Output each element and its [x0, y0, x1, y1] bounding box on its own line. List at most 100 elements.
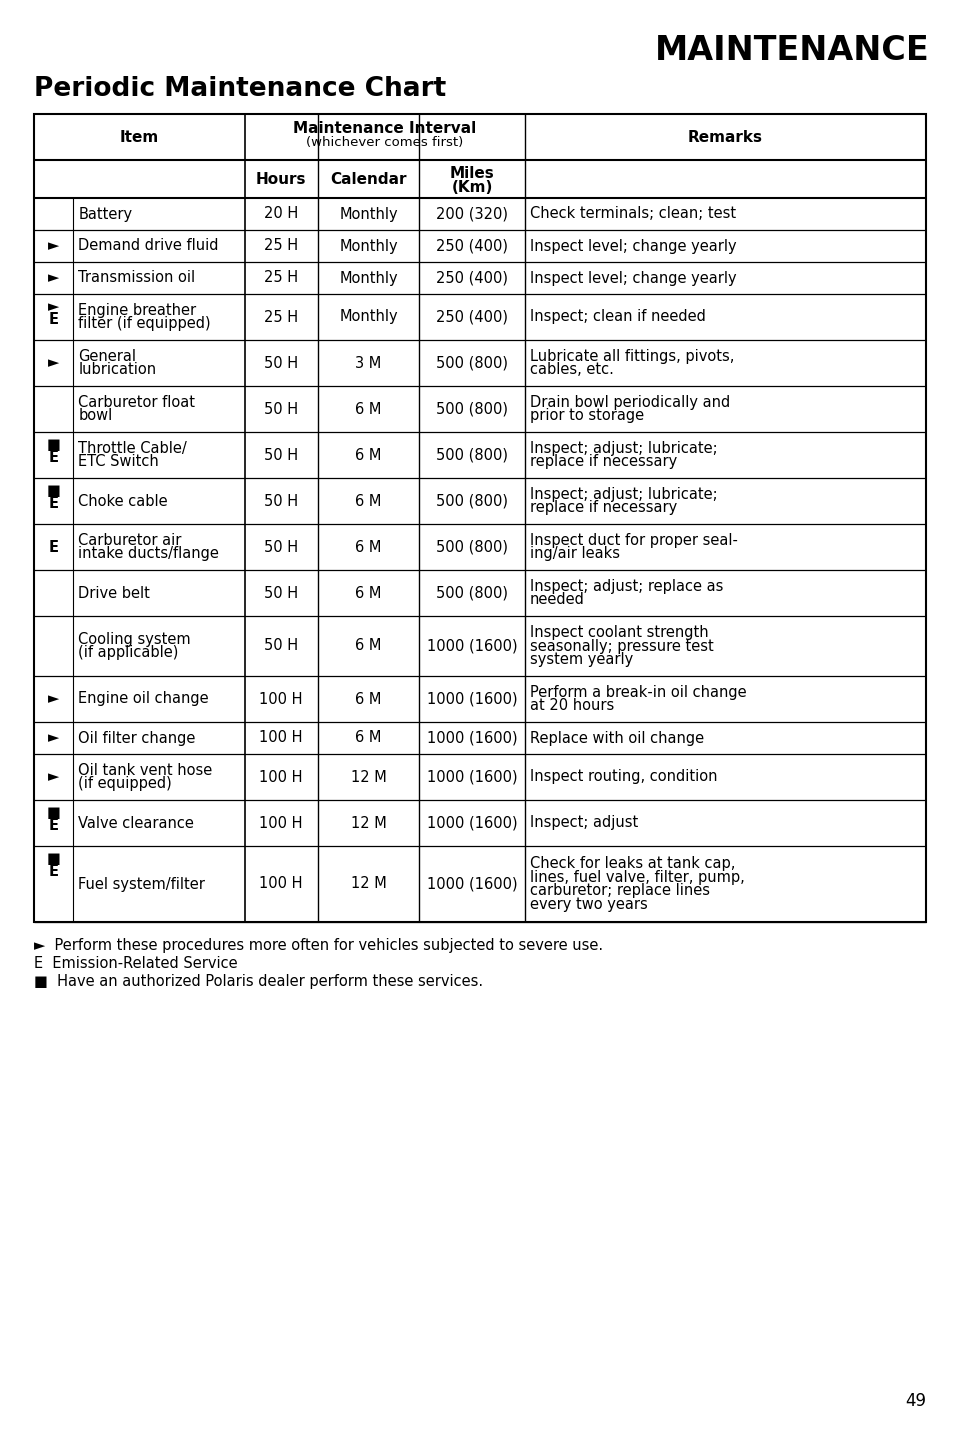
Text: bowl: bowl [78, 409, 112, 423]
Text: Inspect; adjust: Inspect; adjust [529, 816, 638, 830]
Text: Oil filter change: Oil filter change [78, 730, 195, 746]
Text: intake ducts/flange: intake ducts/flange [78, 547, 219, 561]
Text: 50 H: 50 H [264, 493, 298, 509]
Text: 50 H: 50 H [264, 355, 298, 371]
Text: Monthly: Monthly [339, 310, 397, 324]
Text: 1000 (1600): 1000 (1600) [426, 877, 517, 891]
Text: Maintenance Interval: Maintenance Interval [293, 121, 476, 137]
Text: 50 H: 50 H [264, 401, 298, 416]
Text: Miles: Miles [449, 166, 494, 180]
Text: ►  Perform these procedures more often for vehicles subjected to severe use.: ► Perform these procedures more often fo… [34, 938, 602, 952]
Text: Battery: Battery [78, 206, 132, 221]
Text: Engine breather: Engine breather [78, 302, 196, 318]
Text: Perform a break-in oil change: Perform a break-in oil change [529, 685, 745, 699]
Text: Inspect; clean if needed: Inspect; clean if needed [529, 310, 704, 324]
Text: seasonally; pressure test: seasonally; pressure test [529, 638, 713, 653]
Text: ►: ► [48, 300, 59, 314]
Text: ■  Have an authorized Polaris dealer perform these services.: ■ Have an authorized Polaris dealer perf… [34, 974, 482, 989]
Text: Replace with oil change: Replace with oil change [529, 730, 703, 746]
Text: E  Emission-Related Service: E Emission-Related Service [34, 955, 237, 971]
Text: Monthly: Monthly [339, 270, 397, 285]
Text: 6 M: 6 M [355, 586, 381, 601]
Text: E: E [49, 819, 58, 833]
Text: (if applicable): (if applicable) [78, 646, 178, 660]
Text: 50 H: 50 H [264, 448, 298, 462]
Text: ►: ► [48, 355, 59, 371]
Text: Monthly: Monthly [339, 238, 397, 253]
Text: Inspect; adjust; lubricate;: Inspect; adjust; lubricate; [529, 441, 717, 455]
Text: E: E [49, 539, 58, 554]
Text: 25 H: 25 H [264, 270, 298, 285]
Text: 25 H: 25 H [264, 310, 298, 324]
Text: Engine oil change: Engine oil change [78, 692, 209, 707]
Text: Oil tank vent hose: Oil tank vent hose [78, 763, 213, 778]
Text: 250 (400): 250 (400) [436, 310, 507, 324]
Text: ■: ■ [47, 806, 60, 820]
Text: lines, fuel valve, filter, pump,: lines, fuel valve, filter, pump, [529, 869, 743, 884]
Text: 49: 49 [904, 1391, 925, 1410]
Text: Carburetor float: Carburetor float [78, 394, 195, 410]
Text: Lubricate all fittings, pivots,: Lubricate all fittings, pivots, [529, 349, 733, 364]
Text: (Km): (Km) [451, 180, 492, 195]
Text: 1000 (1600): 1000 (1600) [426, 692, 517, 707]
Text: Carburetor air: Carburetor air [78, 532, 181, 548]
Text: 1000 (1600): 1000 (1600) [426, 638, 517, 653]
Text: E: E [49, 864, 58, 880]
Text: prior to storage: prior to storage [529, 409, 643, 423]
Text: Inspect level; change yearly: Inspect level; change yearly [529, 270, 736, 285]
Text: needed: needed [529, 592, 584, 608]
Text: lubrication: lubrication [78, 362, 156, 377]
Text: Calendar: Calendar [330, 172, 406, 186]
Text: ■: ■ [47, 483, 60, 499]
Text: Inspect level; change yearly: Inspect level; change yearly [529, 238, 736, 253]
Text: 500 (800): 500 (800) [436, 539, 507, 554]
Text: Inspect coolant strength: Inspect coolant strength [529, 625, 707, 640]
Text: Inspect duct for proper seal-: Inspect duct for proper seal- [529, 532, 737, 548]
Text: 500 (800): 500 (800) [436, 355, 507, 371]
Text: ►: ► [48, 270, 59, 285]
Text: E: E [49, 449, 58, 465]
Text: 100 H: 100 H [259, 877, 302, 891]
Text: 6 M: 6 M [355, 401, 381, 416]
Text: 1000 (1600): 1000 (1600) [426, 730, 517, 746]
Text: (whichever comes first): (whichever comes first) [306, 137, 463, 148]
Text: 500 (800): 500 (800) [436, 401, 507, 416]
Text: Inspect routing, condition: Inspect routing, condition [529, 769, 717, 785]
Text: 6 M: 6 M [355, 448, 381, 462]
Text: Drive belt: Drive belt [78, 586, 150, 601]
Text: E: E [49, 496, 58, 510]
Text: 100 H: 100 H [259, 769, 302, 785]
Text: 100 H: 100 H [259, 816, 302, 830]
Text: (if equipped): (if equipped) [78, 776, 172, 791]
Text: Check terminals; clean; test: Check terminals; clean; test [529, 206, 735, 221]
Text: Drain bowl periodically and: Drain bowl periodically and [529, 394, 729, 410]
Text: 6 M: 6 M [355, 692, 381, 707]
Text: 6 M: 6 M [355, 638, 381, 653]
Text: 12 M: 12 M [351, 769, 386, 785]
Text: 50 H: 50 H [264, 638, 298, 653]
Text: 3 M: 3 M [355, 355, 381, 371]
Text: carburetor; replace lines: carburetor; replace lines [529, 883, 709, 899]
Text: 6 M: 6 M [355, 539, 381, 554]
Text: Throttle Cable/: Throttle Cable/ [78, 441, 187, 455]
Text: Inspect; adjust; replace as: Inspect; adjust; replace as [529, 579, 722, 593]
Text: Periodic Maintenance Chart: Periodic Maintenance Chart [34, 76, 446, 102]
Text: replace if necessary: replace if necessary [529, 454, 676, 470]
Text: cables, etc.: cables, etc. [529, 362, 613, 377]
Text: 12 M: 12 M [351, 877, 386, 891]
Text: Demand drive fluid: Demand drive fluid [78, 238, 218, 253]
Text: 25 H: 25 H [264, 238, 298, 253]
Text: General: General [78, 349, 136, 364]
Text: 6 M: 6 M [355, 493, 381, 509]
Text: 250 (400): 250 (400) [436, 270, 507, 285]
Text: ing/air leaks: ing/air leaks [529, 547, 618, 561]
Text: 250 (400): 250 (400) [436, 238, 507, 253]
Text: Choke cable: Choke cable [78, 493, 168, 509]
Text: filter (if equipped): filter (if equipped) [78, 317, 211, 332]
Text: 500 (800): 500 (800) [436, 586, 507, 601]
Text: ►: ► [48, 769, 59, 785]
Text: 500 (800): 500 (800) [436, 493, 507, 509]
Text: every two years: every two years [529, 897, 647, 912]
Text: 20 H: 20 H [264, 206, 298, 221]
Text: Hours: Hours [255, 172, 306, 186]
